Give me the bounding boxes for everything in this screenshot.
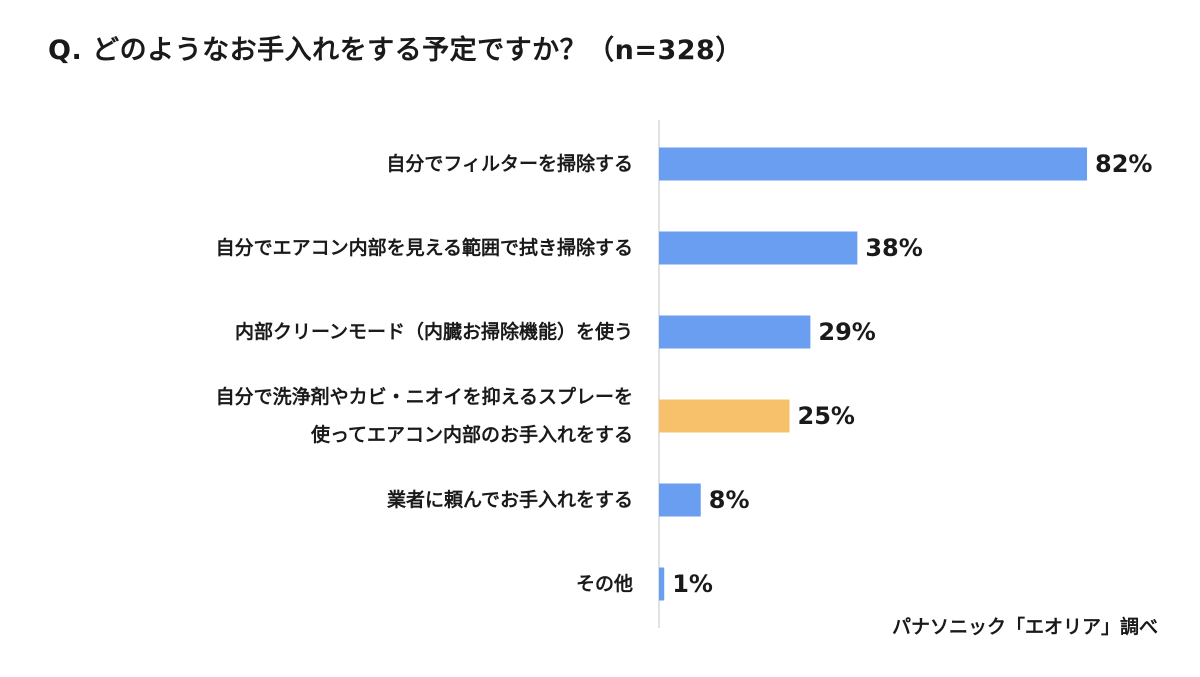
category-label-3: 内部クリーンモード（内臓お掃除機能）を使う [235,320,633,343]
value-label-2: 38% [865,234,922,262]
category-label-2: 自分でエアコン内部を見える範囲で拭き掃除する [216,236,633,259]
category-label-4-line-2: 使ってエアコン内部のお手入れをする [310,423,633,446]
value-label-3: 29% [818,318,875,346]
category-label-1: 自分でフィルターを掃除する [386,152,633,175]
chart-title: Q. どのようなお手入れをする予定ですか？（n=328） [48,35,743,66]
bar-5 [659,483,701,517]
source-note: パナソニック「エオリア」調べ [891,616,1158,638]
bar-1 [659,147,1088,181]
category-label-4-line-1: 自分で洗浄剤やカビ・ニオイを抑えるスプレーを [216,385,633,408]
bar-6 [659,567,665,601]
value-label-6: 1% [672,570,713,598]
bar-4 [659,399,790,433]
category-label-6: その他 [576,572,633,595]
value-label-1: 82% [1095,150,1152,178]
bar-2 [659,231,858,265]
value-label-5: 8% [709,486,750,514]
category-label-5: 業者に頼んでお手入れをする [386,488,633,511]
bar-3 [659,315,811,349]
value-label-4: 25% [798,402,855,430]
